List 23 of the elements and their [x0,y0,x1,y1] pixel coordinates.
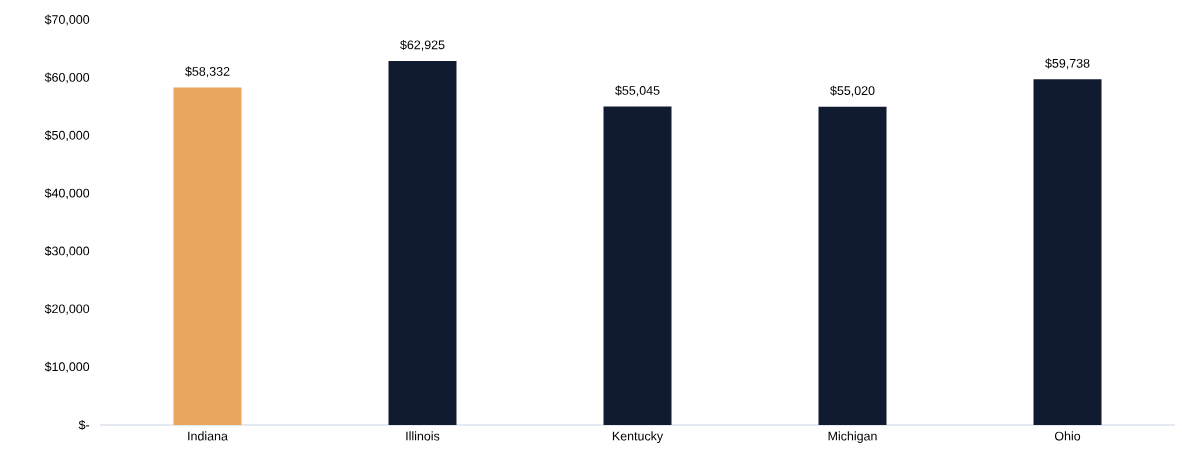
x-tick-label: Illinois [406,431,440,441]
y-tick-label: $20,000 [44,303,90,315]
x-tick-label: Michigan [828,431,877,443]
y-tick-label: $60,000 [44,72,90,84]
x-tick-label: Indiana [188,431,228,441]
data-label: $55,045 [615,85,660,97]
data-label: $62,925 [400,39,445,51]
y-tick-label: $50,000 [44,130,90,142]
data-label: $58,332 [185,66,230,78]
data-label: $59,738 [1045,58,1090,70]
y-tick-label: $40,000 [44,188,90,199]
bar [603,106,672,425]
bar [818,106,887,425]
y-tick-label: $- [78,419,90,431]
x-tick-label: Ohio [1054,431,1081,441]
bar [1033,79,1102,425]
data-label: $55,020 [830,85,875,97]
y-tick-label: $10,000 [44,361,90,373]
x-tick-label: Kentucky [612,431,664,443]
bar [173,87,242,425]
y-tick-label: $30,000 [44,246,90,257]
y-tick-label: $70,000 [44,14,90,26]
bar [388,60,457,425]
